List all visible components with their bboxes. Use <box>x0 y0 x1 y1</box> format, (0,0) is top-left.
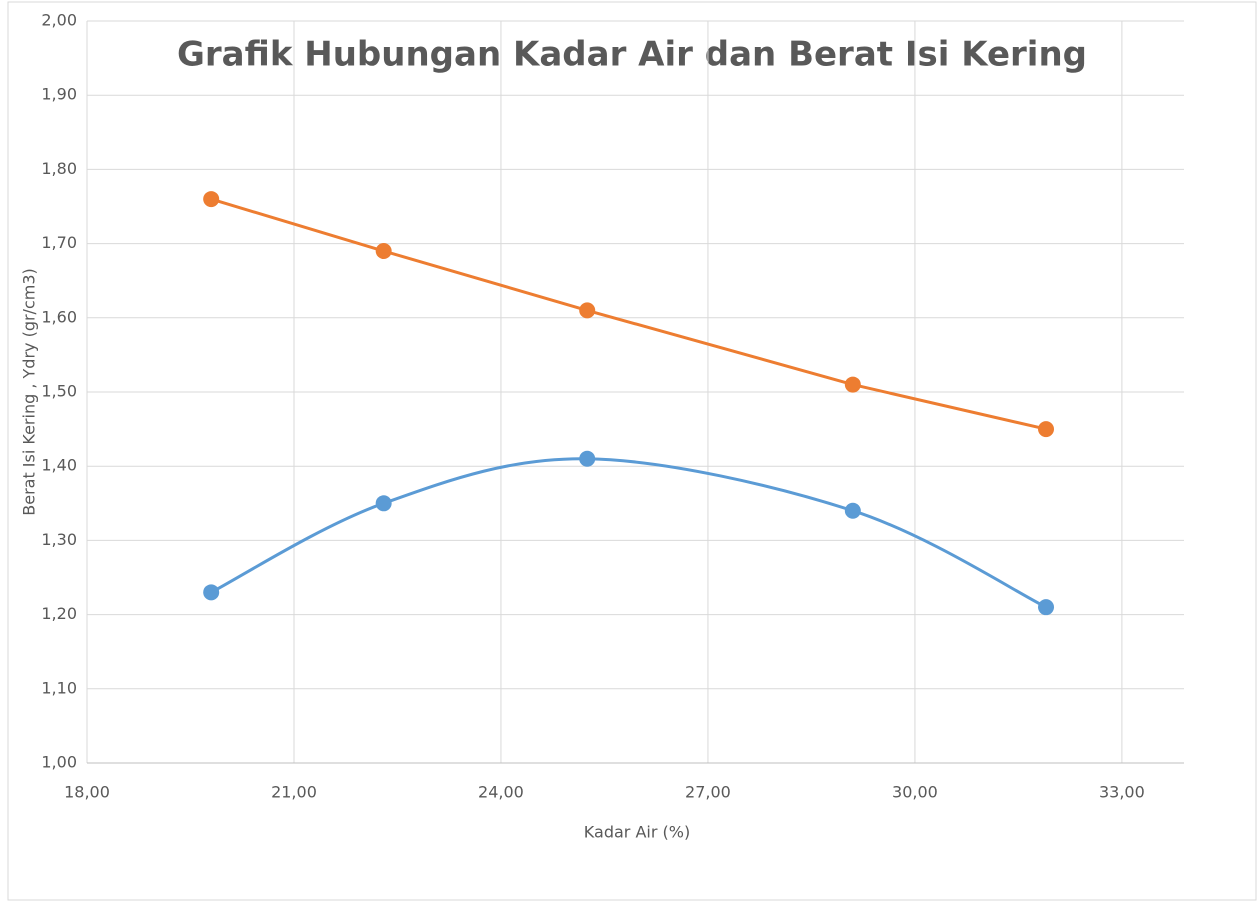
y-tick-label: 1,80 <box>41 159 77 178</box>
data-point <box>1038 421 1055 438</box>
data-point <box>375 243 392 260</box>
y-tick-label: 1,70 <box>41 233 77 252</box>
x-axis-label: Kadar Air (%) <box>584 823 690 842</box>
chart-title: Grafik Hubungan Kadar Air dan Berat Isi … <box>177 35 1087 75</box>
y-tick-label: 1,40 <box>41 456 77 475</box>
data-point <box>375 495 392 512</box>
data-point <box>203 584 220 601</box>
x-tick-label: 24,00 <box>478 783 524 802</box>
x-tick-label: 27,00 <box>685 783 731 802</box>
data-point <box>579 302 596 319</box>
y-tick-label: 1,30 <box>41 530 77 549</box>
y-tick-label: 1,10 <box>41 678 77 697</box>
y-tick-label: 1,20 <box>41 604 77 623</box>
x-tick-label: 18,00 <box>64 783 110 802</box>
chart-border <box>7 1 1257 901</box>
data-point <box>844 502 861 519</box>
data-point <box>844 376 861 393</box>
y-tick-label: 1,00 <box>41 753 77 772</box>
y-tick-label: 2,00 <box>41 11 77 30</box>
x-tick-label: 33,00 <box>1099 783 1145 802</box>
y-tick-label: 1,60 <box>41 307 77 326</box>
y-tick-label: 1,90 <box>41 85 77 104</box>
data-point <box>579 450 596 467</box>
x-tick-label: 21,00 <box>271 783 317 802</box>
y-tick-label: 1,50 <box>41 382 77 401</box>
data-point <box>1038 599 1055 616</box>
x-tick-label: 30,00 <box>892 783 938 802</box>
y-axis-label: Berat Isi Kering , Ydry (gr/cm3) <box>20 268 39 516</box>
data-point <box>203 191 220 208</box>
